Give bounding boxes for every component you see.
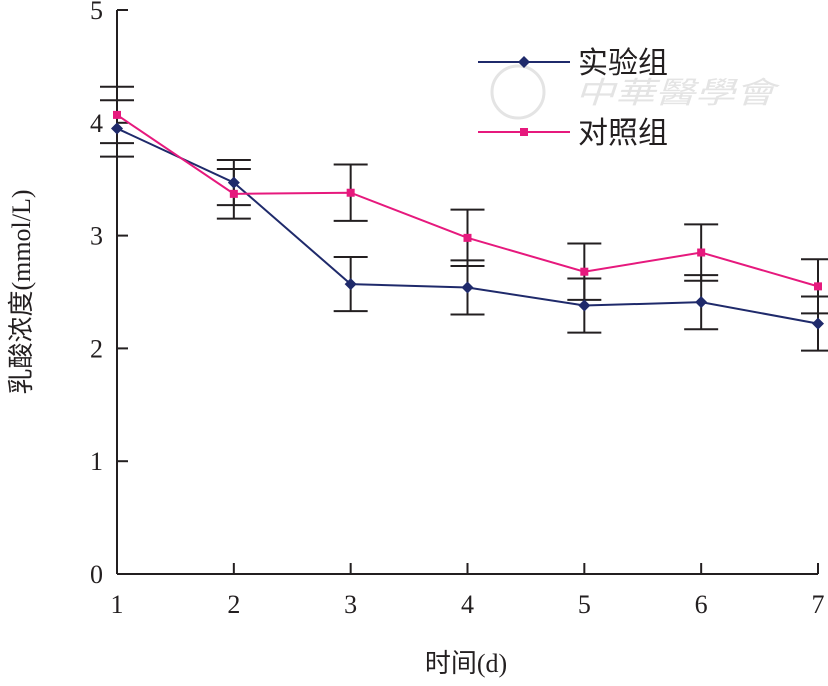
legend-label-2: 对照组 <box>578 117 668 150</box>
x-tick-label: 4 <box>461 590 474 619</box>
y-axis-label: 乳酸浓度(mmol/L) <box>7 189 36 394</box>
y-tick-label: 2 <box>90 334 103 363</box>
data-point-diamond <box>812 317 824 330</box>
watermark: 中華醫學會 <box>490 64 780 120</box>
legend-label-1: 实验组 <box>578 47 668 80</box>
y-tick-label: 0 <box>90 560 103 589</box>
svg-text:中華醫學會: 中華醫學會 <box>575 77 780 110</box>
data-point-diamond <box>695 296 708 309</box>
x-tick-label: 2 <box>227 590 240 619</box>
data-point-square <box>697 248 706 257</box>
y-tick-label: 1 <box>90 447 103 476</box>
y-tick-label: 5 <box>90 0 103 25</box>
error-bars <box>100 85 828 352</box>
data-point-diamond <box>111 122 123 135</box>
y-tick-label: 3 <box>90 222 103 251</box>
data-point-diamond <box>227 176 240 189</box>
series-lines <box>111 110 824 330</box>
x-tick-label: 7 <box>812 590 825 619</box>
data-point-square <box>580 267 589 276</box>
x-tick-label: 1 <box>111 590 124 619</box>
data-point-square <box>814 282 822 291</box>
x-axis-label: 时间(d) <box>425 649 507 678</box>
data-point-diamond <box>578 299 591 312</box>
data-point-square <box>346 188 355 197</box>
data-point-square <box>229 189 238 198</box>
data-point-diamond <box>461 281 474 294</box>
x-tick-label: 6 <box>695 590 708 619</box>
y-tick-label: 4 <box>90 109 103 138</box>
legend-marker-diamond <box>518 56 530 68</box>
data-point-square <box>113 110 121 119</box>
x-tick-label: 5 <box>578 590 591 619</box>
x-tick-label: 3 <box>344 590 357 619</box>
data-point-diamond <box>344 278 357 291</box>
legend-marker-square <box>520 128 528 136</box>
data-point-square <box>463 233 472 242</box>
